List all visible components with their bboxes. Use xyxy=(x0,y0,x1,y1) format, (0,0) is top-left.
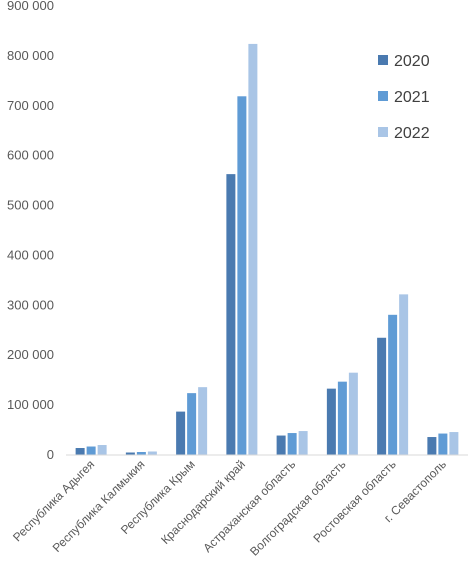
bar-2021-5 xyxy=(337,381,347,455)
x-tick-label: Астраханская область xyxy=(200,457,298,555)
y-tick-label: 600 000 xyxy=(7,148,54,163)
bar-2021-0 xyxy=(86,446,96,455)
bar-2022-1 xyxy=(147,451,157,455)
bar-2020-7 xyxy=(427,437,437,455)
bar-2020-1 xyxy=(125,452,135,455)
bar-2021-1 xyxy=(136,452,146,455)
x-tick-label: Краснодарский край xyxy=(158,457,248,547)
bars xyxy=(75,43,459,455)
bar-2020-0 xyxy=(75,448,85,455)
y-tick-label: 200 000 xyxy=(7,347,54,362)
y-tick-label: 500 000 xyxy=(7,198,54,213)
y-tick-label: 100 000 xyxy=(7,397,54,412)
bar-2022-7 xyxy=(449,432,459,455)
legend: 2020 2021 2022 xyxy=(378,53,430,142)
bar-2020-2 xyxy=(176,411,186,455)
bar-2021-6 xyxy=(388,314,398,455)
bar-2022-2 xyxy=(198,387,208,455)
legend-label-2021: 2021 xyxy=(394,89,430,106)
bar-2020-3 xyxy=(226,174,236,455)
y-tick-label: 800 000 xyxy=(7,48,54,63)
bar-2022-4 xyxy=(298,431,308,455)
y-tick-label: 700 000 xyxy=(7,98,54,113)
y-tick-label: 0 xyxy=(47,447,54,462)
bar-2022-6 xyxy=(399,294,409,455)
bar-2021-4 xyxy=(287,433,297,455)
bar-2021-3 xyxy=(237,96,247,455)
x-tick-label: Республика Калмыкия xyxy=(50,457,148,555)
legend-label-2020: 2020 xyxy=(394,53,430,70)
y-tick-label: 900 000 xyxy=(7,0,54,13)
bar-2022-0 xyxy=(97,445,107,455)
legend-label-2022: 2022 xyxy=(394,125,430,142)
bar-2022-5 xyxy=(348,372,358,455)
y-tick-label: 300 000 xyxy=(7,297,54,312)
x-tick-label: Республика Адыгея xyxy=(10,457,97,544)
legend-swatch-2021 xyxy=(378,91,388,101)
x-tick-label: Ростовская область xyxy=(310,457,398,545)
legend-swatch-2022 xyxy=(378,127,388,137)
y-axis: 0 100 000 200 000 300 000 400 000 500 000 600 … xyxy=(7,0,54,462)
bar-2020-4 xyxy=(276,435,286,455)
bar-2020-6 xyxy=(377,337,387,455)
y-tick-label: 400 000 xyxy=(7,247,54,262)
bar-2021-2 xyxy=(187,393,197,455)
bar-2020-5 xyxy=(326,388,336,455)
legend-swatch-2020 xyxy=(378,55,388,65)
bar-2022-3 xyxy=(248,43,258,455)
bar-2021-7 xyxy=(438,433,448,455)
x-tick-label: Волгоградская область xyxy=(247,457,348,558)
